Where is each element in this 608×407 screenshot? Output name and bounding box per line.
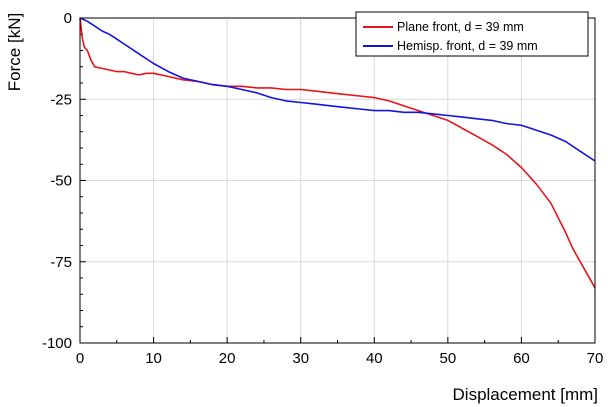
legend-label-hemisp-front: Hemisp. front, d = 39 mm bbox=[397, 39, 538, 53]
x-tick-label: 40 bbox=[366, 350, 383, 367]
legend-label-plane-front: Plane front, d = 39 mm bbox=[397, 20, 524, 34]
x-tick-label: 70 bbox=[587, 350, 604, 367]
legend-box bbox=[355, 11, 589, 57]
y-axis-title: Force [kN] bbox=[5, 13, 24, 91]
x-tick-label: 60 bbox=[513, 350, 530, 367]
tick-labels: 0 10 20 30 40 50 60 70 0 -25 -50 -75 -100 bbox=[42, 10, 603, 367]
y-tick-label: 0 bbox=[64, 10, 72, 27]
x-tick-label: 20 bbox=[219, 350, 236, 367]
y-tick-label: -50 bbox=[50, 173, 72, 190]
x-tick-label: 0 bbox=[76, 350, 84, 367]
series-lines bbox=[79, 17, 596, 289]
series-line-0 bbox=[79, 17, 596, 289]
x-tick-label: 10 bbox=[145, 350, 162, 367]
y-tick-label: -100 bbox=[42, 335, 72, 352]
legend: Plane front, d = 39 mm Hemisp. front, d … bbox=[355, 11, 589, 57]
x-tick-label: 50 bbox=[440, 350, 457, 367]
y-tick-label: -25 bbox=[50, 91, 72, 108]
y-tick-label: -75 bbox=[50, 254, 72, 271]
plot-area-frame bbox=[79, 17, 596, 344]
series-line-1 bbox=[79, 17, 596, 162]
x-axis-title: Displacement [mm] bbox=[453, 385, 598, 404]
x-tick-label: 30 bbox=[292, 350, 309, 367]
